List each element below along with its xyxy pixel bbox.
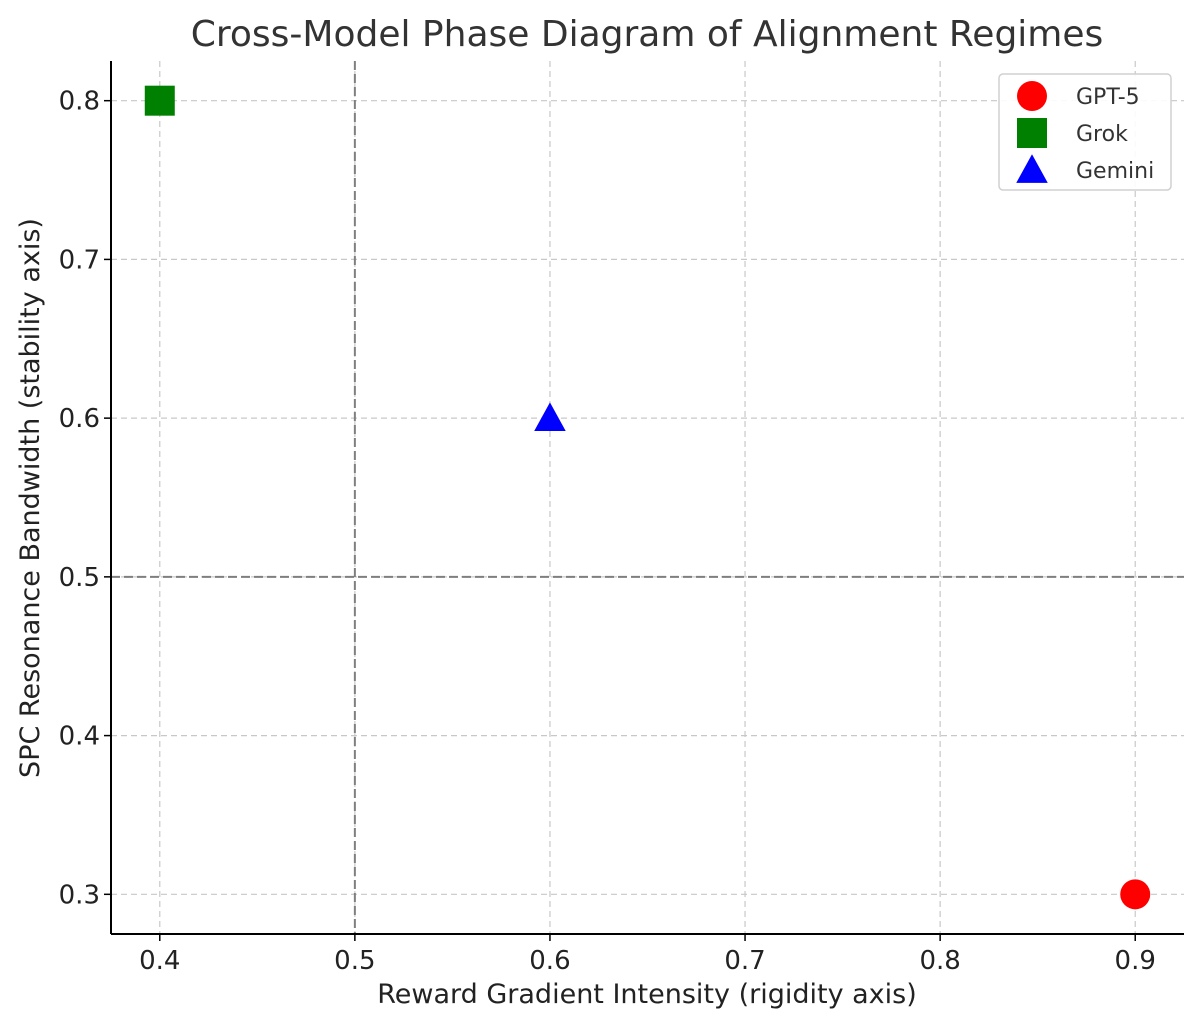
y-tick-label: 0.7 (59, 245, 100, 275)
y-tick-label: 0.3 (59, 880, 100, 910)
x-tick-label: 0.9 (1115, 946, 1156, 976)
data-point-gpt-5 (1120, 879, 1151, 910)
y-tick-label: 0.6 (59, 404, 100, 434)
y-tick-label: 0.8 (59, 87, 100, 117)
tick-labels: 0.4 0.5 0.6 0.7 0.8 0.9 0.3 0.4 0.5 0.6 0.7 0.8 (59, 87, 1156, 976)
legend-marker-grok (1017, 118, 1047, 148)
x-tick-label: 0.4 (139, 946, 180, 976)
data-point-grok (144, 85, 175, 116)
chart-title: Cross-Model Phase Diagram of Alignment R… (191, 14, 1104, 55)
grid-lines (111, 61, 1184, 934)
data-points (144, 85, 1151, 910)
x-tick-label: 0.5 (334, 946, 375, 976)
data-point-gemini (534, 402, 566, 432)
legend-label-gpt-5: GPT-5 (1076, 85, 1140, 110)
axes (104, 61, 1184, 941)
y-axis-label: SPC Resonance Bandwidth (stability axis) (15, 218, 46, 778)
x-tick-label: 0.8 (919, 946, 960, 976)
x-tick-label: 0.7 (724, 946, 765, 976)
x-axis-label: Reward Gradient Intensity (rigidity axis… (377, 979, 917, 1010)
legend-label-gemini: Gemini (1076, 159, 1154, 184)
y-tick-label: 0.4 (59, 722, 100, 752)
legend-label-grok: Grok (1076, 122, 1128, 147)
legend-marker-gemini (1016, 154, 1048, 183)
y-tick-label: 0.5 (59, 563, 100, 593)
x-tick-label: 0.6 (529, 946, 570, 976)
legend-marker-gpt-5 (1017, 81, 1047, 111)
reference-lines (111, 61, 1184, 934)
legend: GPT-5 Grok Gemini (998, 73, 1172, 191)
